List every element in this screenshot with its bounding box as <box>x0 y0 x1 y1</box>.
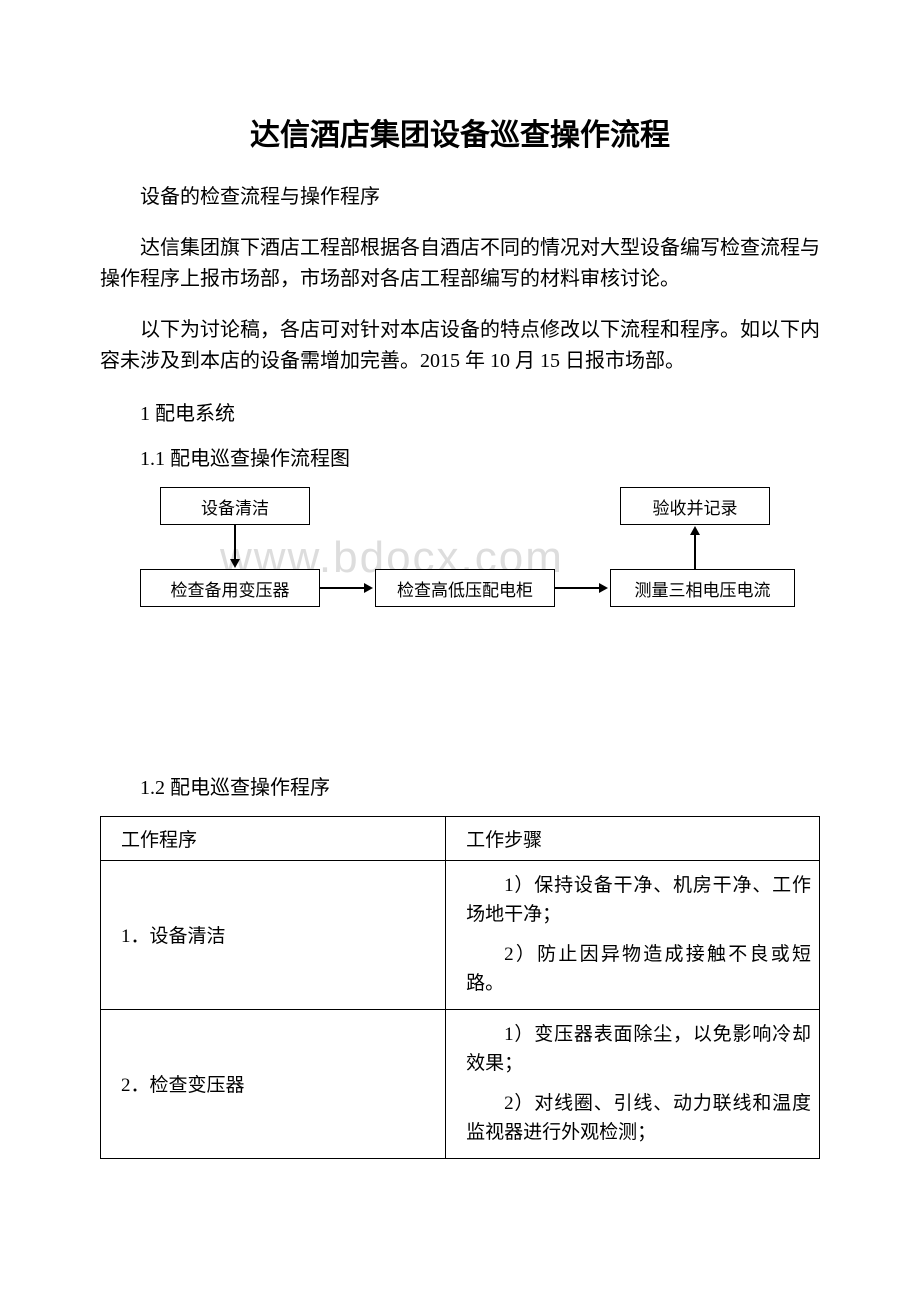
procedure-table: 工作程序 工作步骤 1．设备清洁 1）保持设备干净、机房干净、工作场地干净； 2… <box>100 816 820 1159</box>
section-1-2-heading: 1.2 配电巡查操作程序 <box>100 771 820 800</box>
flow-node-transformer: 检查备用变压器 <box>140 569 320 607</box>
arrow-head-up-icon <box>690 526 700 535</box>
section-1-1-heading: 1.1 配电巡查操作流程图 <box>100 442 820 471</box>
page-title: 达信酒店集团设备巡查操作流程 <box>100 110 820 154</box>
flowchart: www.bdocx.com 设备清洁 验收并记录 检查备用变压器 检查高低压配电… <box>140 487 840 647</box>
table-header-program: 工作程序 <box>101 817 446 861</box>
table-row: 1．设备清洁 1）保持设备干净、机房干净、工作场地干净； 2）防止因异物造成接触… <box>101 861 820 1010</box>
table-row: 工作程序 工作步骤 <box>101 817 820 861</box>
step-text: 1）保持设备干净、机房干净、工作场地干净； <box>466 871 811 930</box>
paragraph-1: 达信集团旗下酒店工程部根据各自酒店不同的情况对大型设备编写检查流程与操作程序上报… <box>100 233 820 295</box>
arrow-line <box>694 534 696 569</box>
subtitle: 设备的检查流程与操作程序 <box>100 182 820 213</box>
table-header-steps: 工作步骤 <box>446 817 820 861</box>
step-text: 1）变压器表面除尘，以免影响冷却效果； <box>466 1020 811 1079</box>
step-text: 2）防止因异物造成接触不良或短路。 <box>466 940 811 999</box>
flow-node-record: 验收并记录 <box>620 487 770 525</box>
arrow-line <box>234 525 236 561</box>
arrow-head-right-icon <box>364 583 373 593</box>
arrow-head-down-icon <box>230 559 240 568</box>
arrow-line <box>320 587 366 589</box>
table-cell-program: 2．检查变压器 <box>101 1009 446 1158</box>
flow-node-measure: 测量三相电压电流 <box>610 569 795 607</box>
table-cell-program: 1．设备清洁 <box>101 861 446 1010</box>
flow-node-clean: 设备清洁 <box>160 487 310 525</box>
table-cell-steps: 1）变压器表面除尘，以免影响冷却效果； 2）对线圈、引线、动力联线和温度监视器进… <box>446 1009 820 1158</box>
section-1-heading: 1 配电系统 <box>100 397 820 426</box>
flow-node-cabinet: 检查高低压配电柜 <box>375 569 555 607</box>
paragraph-2: 以下为讨论稿，各店可对针对本店设备的特点修改以下流程和程序。如以下内容未涉及到本… <box>100 315 820 377</box>
arrow-head-right-icon <box>599 583 608 593</box>
step-text: 2）对线圈、引线、动力联线和温度监视器进行外观检测； <box>466 1089 811 1148</box>
arrow-line <box>555 587 601 589</box>
table-cell-steps: 1）保持设备干净、机房干净、工作场地干净； 2）防止因异物造成接触不良或短路。 <box>446 861 820 1010</box>
table-row: 2．检查变压器 1）变压器表面除尘，以免影响冷却效果； 2）对线圈、引线、动力联… <box>101 1009 820 1158</box>
